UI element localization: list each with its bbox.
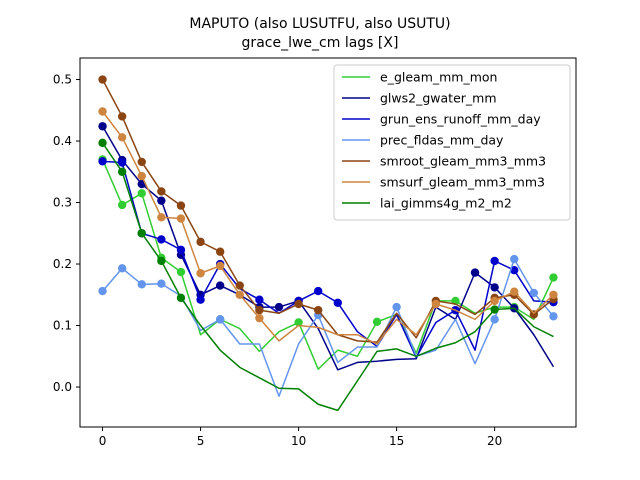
series-point-0-10 (294, 318, 303, 327)
y-tick-label-2: 0.2 (53, 257, 72, 271)
series-point-0-23 (549, 273, 558, 282)
series-point-6-2 (137, 229, 146, 238)
series-point-1-3 (157, 196, 166, 205)
series-point-5-6 (215, 261, 225, 271)
series-point-5-2 (137, 171, 146, 181)
series-point-2-8 (255, 295, 264, 304)
series-point-1-20 (490, 283, 499, 292)
series-point-4-7 (235, 281, 244, 290)
series-point-4-6 (215, 247, 225, 256)
series-point-0-14 (372, 317, 382, 327)
series-point-2-1 (117, 158, 127, 167)
series-point-4-11 (313, 305, 323, 315)
series-point-3-22 (529, 288, 539, 298)
series-point-2-12 (333, 298, 343, 307)
series-point-4-0 (98, 75, 107, 84)
series-point-6-0 (98, 138, 107, 148)
series-point-3-23 (549, 312, 558, 321)
legend-label-5: smsurf_gleam_mm3_mm3 (380, 175, 545, 190)
y-tick-label-4: 0.4 (53, 134, 72, 148)
y-tick-label-1: 0.1 (53, 319, 72, 333)
series-point-2-21 (510, 265, 519, 275)
series-point-5-4 (176, 214, 186, 223)
series-point-5-5 (196, 269, 205, 278)
series-point-3-6 (215, 315, 225, 324)
series-point-4-8 (255, 305, 264, 315)
legend-label-0: e_gleam_mm_mon (380, 70, 497, 85)
y-tick-label-3: 0.3 (53, 196, 72, 210)
series-point-5-3 (157, 213, 166, 222)
legend-label-2: grun_ens_runoff_mm_day (380, 112, 541, 127)
legend-label-4: smroot_gleam_mm3_mm3 (380, 154, 546, 169)
legend-box (333, 64, 571, 221)
chart-subtitle: grace_lwe_cm lags [X] (241, 35, 399, 51)
x-tick-label-4: 20 (487, 434, 502, 448)
series-point-3-0 (98, 286, 107, 296)
series-point-5-8 (255, 313, 264, 323)
x-tick-label-0: 0 (99, 434, 107, 448)
series-point-4-4 (176, 201, 186, 210)
series-point-5-17 (431, 299, 441, 309)
series-point-2-4 (176, 245, 186, 255)
series-point-3-20 (490, 315, 499, 324)
series-point-2-20 (490, 256, 499, 266)
x-tick-label-1: 5 (197, 434, 205, 448)
series-point-1-19 (470, 268, 480, 277)
series-point-5-23 (549, 290, 558, 299)
series-point-6-20 (490, 305, 499, 314)
legend-label-3: prec_fldas_mm_day (380, 133, 504, 148)
plot-frame (79, 57, 577, 428)
series-point-2-11 (313, 286, 323, 296)
series-point-0-4 (176, 267, 186, 277)
series-point-3-15 (392, 302, 401, 312)
series-point-0-1 (117, 200, 127, 210)
series-point-4-22 (529, 310, 539, 319)
y-tick-label-5: 0.5 (53, 73, 72, 87)
series-point-4-5 (196, 237, 205, 247)
series-point-2-0 (98, 157, 107, 166)
series-point-2-5 (196, 295, 205, 304)
series-line-6 (101, 142, 554, 412)
series-point-5-21 (510, 287, 519, 296)
series-point-0-2 (137, 189, 146, 198)
series-point-3-21 (510, 254, 519, 264)
series-point-3-1 (117, 264, 127, 273)
series-line-3 (101, 258, 555, 397)
x-tick-label-3: 15 (389, 434, 404, 448)
series-point-4-3 (157, 187, 166, 196)
series-point-3-2 (137, 280, 146, 289)
series-point-6-4 (176, 293, 186, 303)
legend-label-6: lai_gimms4g_m2_m2 (380, 196, 512, 211)
legend-label-1: glws2_gwater_mm (380, 91, 497, 106)
series-point-6-3 (157, 256, 166, 266)
series-point-1-6 (215, 281, 225, 290)
series-point-2-3 (157, 235, 166, 244)
series-point-4-1 (117, 112, 127, 121)
chart-title: MAPUTO (also LUSUTFU, also USUTU) (189, 16, 451, 32)
series-point-5-0 (98, 107, 107, 116)
series-point-6-1 (117, 167, 127, 176)
series-point-5-1 (117, 133, 127, 142)
series-point-5-20 (490, 296, 499, 306)
series-point-5-7 (235, 290, 244, 299)
series-point-3-3 (157, 279, 166, 288)
x-tick-label-2: 10 (291, 434, 306, 448)
y-tick-label-0: 0.0 (53, 380, 72, 394)
series-point-1-9 (274, 302, 284, 312)
series-point-4-10 (294, 299, 303, 309)
series-point-1-0 (98, 122, 107, 131)
series-point-4-2 (137, 157, 146, 167)
